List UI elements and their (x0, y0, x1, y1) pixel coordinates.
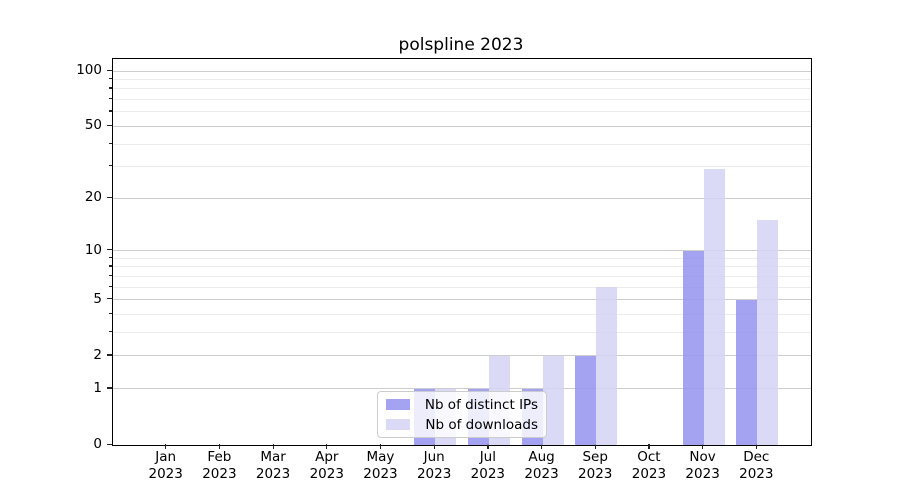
x-tick-label: Jun 2023 (416, 449, 452, 482)
gridline-minor (113, 286, 811, 288)
x-tick-label: Dec 2023 (739, 449, 774, 482)
bar-downloads (757, 220, 779, 445)
x-tick-mark (272, 444, 274, 449)
y-tick-mark-minor (109, 165, 112, 167)
x-tick-label: Nov 2023 (685, 449, 720, 482)
y-tick-mark-minor (109, 142, 112, 144)
x-tick-label: Jan 2023 (148, 449, 183, 482)
x-tick-label: May 2023 (363, 449, 398, 482)
x-tick-label: Jul 2023 (470, 449, 506, 482)
y-tick-mark (107, 124, 112, 127)
gridline-major (113, 299, 811, 301)
y-tick-mark-minor (109, 98, 112, 100)
y-tick-mark-minor (109, 87, 112, 89)
gridline-minor (113, 275, 811, 277)
legend-label: Nb of distinct IPs (424, 396, 538, 413)
gridline-major (113, 197, 811, 199)
x-tick-mark (594, 444, 596, 449)
y-tick-mark (107, 387, 112, 389)
gridline-major (113, 388, 811, 390)
y-tick-mark-minor (109, 256, 112, 259)
bar-distinct-ips (575, 355, 597, 445)
y-tick-label: 1 (93, 379, 102, 396)
legend-swatch-downloads (386, 419, 410, 430)
x-tick-mark (326, 444, 328, 449)
gridline-minor (113, 332, 811, 334)
x-tick-label: Feb 2023 (202, 449, 237, 482)
bar-distinct-ips (736, 299, 758, 445)
y-tick-mark-minor (109, 313, 112, 315)
gridline-major (113, 125, 811, 127)
y-tick-mark-minor (109, 77, 112, 80)
y-tick-label: 50 (84, 117, 102, 134)
y-tick-mark (107, 249, 112, 251)
gridline-major (113, 250, 811, 252)
x-tick-label: Apr 2023 (309, 449, 344, 482)
y-tick-mark-minor (109, 265, 112, 267)
x-tick-mark (433, 444, 435, 449)
y-tick-label: 100 (76, 62, 102, 78)
y-tick-mark-minor (109, 110, 112, 112)
gridline-minor (113, 257, 811, 259)
bar-downloads (542, 355, 564, 445)
bar-downloads (596, 287, 618, 445)
y-tick-label: 10 (84, 241, 102, 258)
x-tick-label: Oct 2023 (631, 449, 667, 482)
y-tick-label: 0 (93, 436, 102, 452)
legend-swatch-distinct-ips (386, 399, 410, 410)
gridline-major (113, 355, 811, 357)
x-tick-mark (755, 444, 757, 449)
chart-title: polspline 2023 (398, 35, 524, 55)
legend-entry: Nb of distinct IPs (386, 397, 538, 413)
gridline-minor (113, 166, 811, 168)
gridline-minor (113, 143, 811, 145)
y-tick-label: 20 (84, 189, 102, 206)
x-tick-mark (487, 444, 489, 449)
x-tick-mark (379, 444, 382, 449)
y-tick-mark (107, 354, 112, 356)
y-tick-mark (107, 298, 112, 300)
x-tick-label: Mar 2023 (255, 449, 291, 482)
x-tick-label: Aug 2023 (524, 449, 559, 482)
x-tick-mark (218, 444, 221, 449)
legend-entry: Nb of downloads (386, 417, 538, 433)
bar-distinct-ips (682, 250, 704, 445)
gridline-minor (113, 78, 811, 80)
bar-downloads (703, 169, 725, 445)
y-tick-label: 2 (93, 346, 102, 363)
gridline-minor (113, 88, 811, 90)
gridline-minor (113, 111, 811, 113)
legend: Nb of distinct IPs Nb of downloads (377, 391, 547, 438)
gridline-major (113, 70, 811, 72)
gridline-minor (113, 266, 811, 268)
plot-area (112, 58, 812, 446)
y-tick-mark-minor (109, 331, 112, 333)
y-tick-mark (107, 196, 112, 198)
y-tick-label: 5 (93, 290, 102, 307)
legend-label: Nb of downloads (425, 416, 538, 433)
y-tick-mark-minor (109, 274, 112, 277)
x-tick-mark (541, 444, 543, 449)
gridline-minor (113, 99, 811, 101)
x-tick-mark (702, 444, 704, 449)
x-tick-mark (648, 444, 650, 449)
gridline-minor (113, 314, 811, 316)
y-tick-mark-minor (109, 285, 112, 287)
x-tick-mark (165, 444, 167, 449)
y-tick-mark (107, 69, 112, 71)
y-tick-mark (107, 443, 112, 445)
x-tick-label: Sep 2023 (578, 449, 613, 482)
